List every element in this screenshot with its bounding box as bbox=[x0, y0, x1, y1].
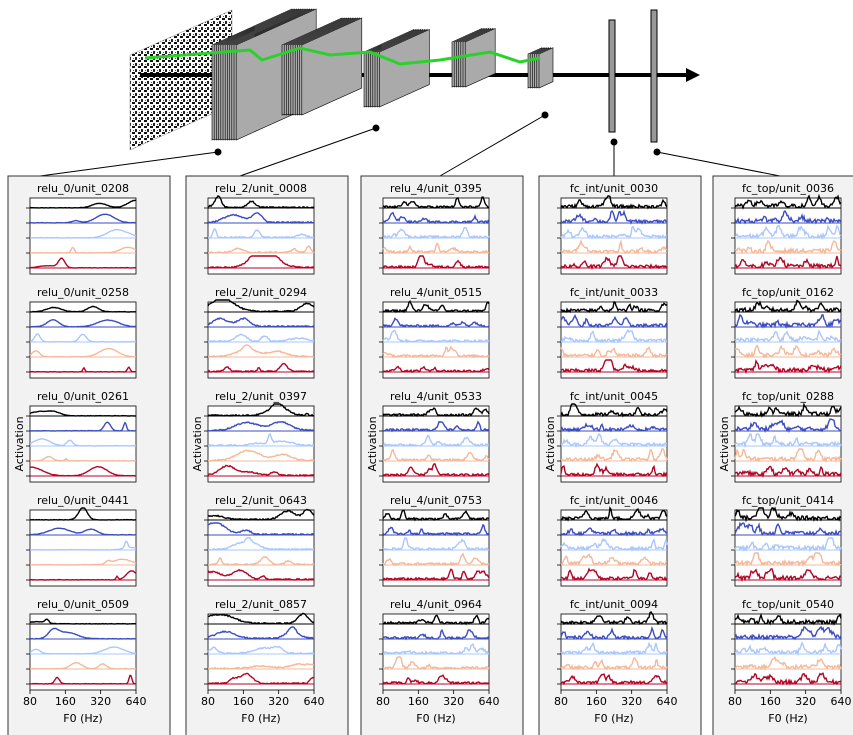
x-tick-label: 640 bbox=[831, 695, 852, 708]
x-tick-label: 160 bbox=[586, 695, 607, 708]
plot-area bbox=[30, 302, 136, 378]
panel-title: fc_top/unit_0288 bbox=[742, 390, 834, 403]
feature-map bbox=[379, 30, 429, 108]
panel-title: fc_int/unit_0046 bbox=[570, 494, 658, 507]
x-tick-label: 160 bbox=[233, 695, 254, 708]
plot-area bbox=[208, 614, 314, 690]
x-axis-label: F0 (Hz) bbox=[63, 712, 102, 725]
panel-title: relu_2/unit_0008 bbox=[215, 182, 307, 195]
panel-title: fc_int/unit_0045 bbox=[570, 390, 658, 403]
x-tick-label: 80 bbox=[201, 695, 215, 708]
plot-area bbox=[30, 406, 136, 482]
x-tick-label: 160 bbox=[760, 695, 781, 708]
panel-title: relu_2/unit_0397 bbox=[215, 390, 307, 403]
y-axis-label: Activation bbox=[544, 416, 557, 471]
x-tick-label: 640 bbox=[657, 695, 678, 708]
plot-area bbox=[30, 614, 136, 690]
panel-title: fc_top/unit_0414 bbox=[742, 494, 834, 507]
x-tick-label: 320 bbox=[443, 695, 464, 708]
panel-title: fc_int/unit_0094 bbox=[570, 598, 658, 611]
x-tick-label: 160 bbox=[55, 695, 76, 708]
panel-title: relu_0/unit_0509 bbox=[37, 598, 129, 611]
plot-area bbox=[30, 510, 136, 586]
y-axis-label: Activation bbox=[191, 416, 204, 471]
x-axis-label: F0 (Hz) bbox=[241, 712, 280, 725]
x-tick-label: 640 bbox=[126, 695, 147, 708]
y-axis-label: Activation bbox=[13, 416, 26, 471]
network-diagram bbox=[40, 9, 780, 176]
panel-title: relu_4/unit_0515 bbox=[390, 286, 482, 299]
panel-title: fc_int/unit_0030 bbox=[570, 182, 658, 195]
x-axis-label: F0 (Hz) bbox=[416, 712, 455, 725]
figure: relu_0/unit_0208 relu_0/unit_0258 relu_0/u… bbox=[0, 0, 853, 735]
panel-title: relu_4/unit_0533 bbox=[390, 390, 482, 403]
x-tick-label: 320 bbox=[268, 695, 289, 708]
plot-area bbox=[208, 510, 314, 586]
panel-title: relu_4/unit_0964 bbox=[390, 598, 482, 611]
x-axis-label: F0 (Hz) bbox=[594, 712, 633, 725]
x-tick-label: 80 bbox=[554, 695, 568, 708]
x-axis-label: F0 (Hz) bbox=[768, 712, 807, 725]
x-tick-label: 80 bbox=[376, 695, 390, 708]
panel-title: relu_0/unit_0261 bbox=[37, 390, 129, 403]
panel-title: relu_4/unit_0753 bbox=[390, 494, 482, 507]
panel-title: relu_4/unit_0395 bbox=[390, 182, 482, 195]
x-tick-label: 80 bbox=[23, 695, 37, 708]
panel-title: relu_2/unit_0857 bbox=[215, 598, 307, 611]
x-tick-label: 320 bbox=[90, 695, 111, 708]
x-tick-label: 320 bbox=[621, 695, 642, 708]
panel-title: relu_0/unit_0258 bbox=[37, 286, 129, 299]
x-tick-label: 160 bbox=[408, 695, 429, 708]
y-axis-label: Activation bbox=[718, 416, 731, 471]
x-tick-label: 640 bbox=[304, 695, 325, 708]
panel-title: fc_top/unit_0036 bbox=[742, 182, 834, 195]
plot-area bbox=[208, 302, 314, 378]
plot-area bbox=[30, 198, 136, 274]
panel-title: relu_0/unit_0441 bbox=[37, 494, 129, 507]
feature-map bbox=[539, 48, 553, 88]
panel-title: relu_2/unit_0294 bbox=[215, 286, 307, 299]
panel-title: relu_0/unit_0208 bbox=[37, 182, 129, 195]
x-tick-label: 320 bbox=[795, 695, 816, 708]
panel-title: fc_top/unit_0162 bbox=[742, 286, 834, 299]
x-tick-label: 80 bbox=[728, 695, 742, 708]
y-axis-label: Activation bbox=[366, 416, 379, 471]
panel-title: relu_2/unit_0643 bbox=[215, 494, 307, 507]
panel-title: fc_top/unit_0540 bbox=[742, 598, 834, 611]
panel-title: fc_int/unit_0033 bbox=[570, 286, 658, 299]
x-tick-label: 640 bbox=[479, 695, 500, 708]
